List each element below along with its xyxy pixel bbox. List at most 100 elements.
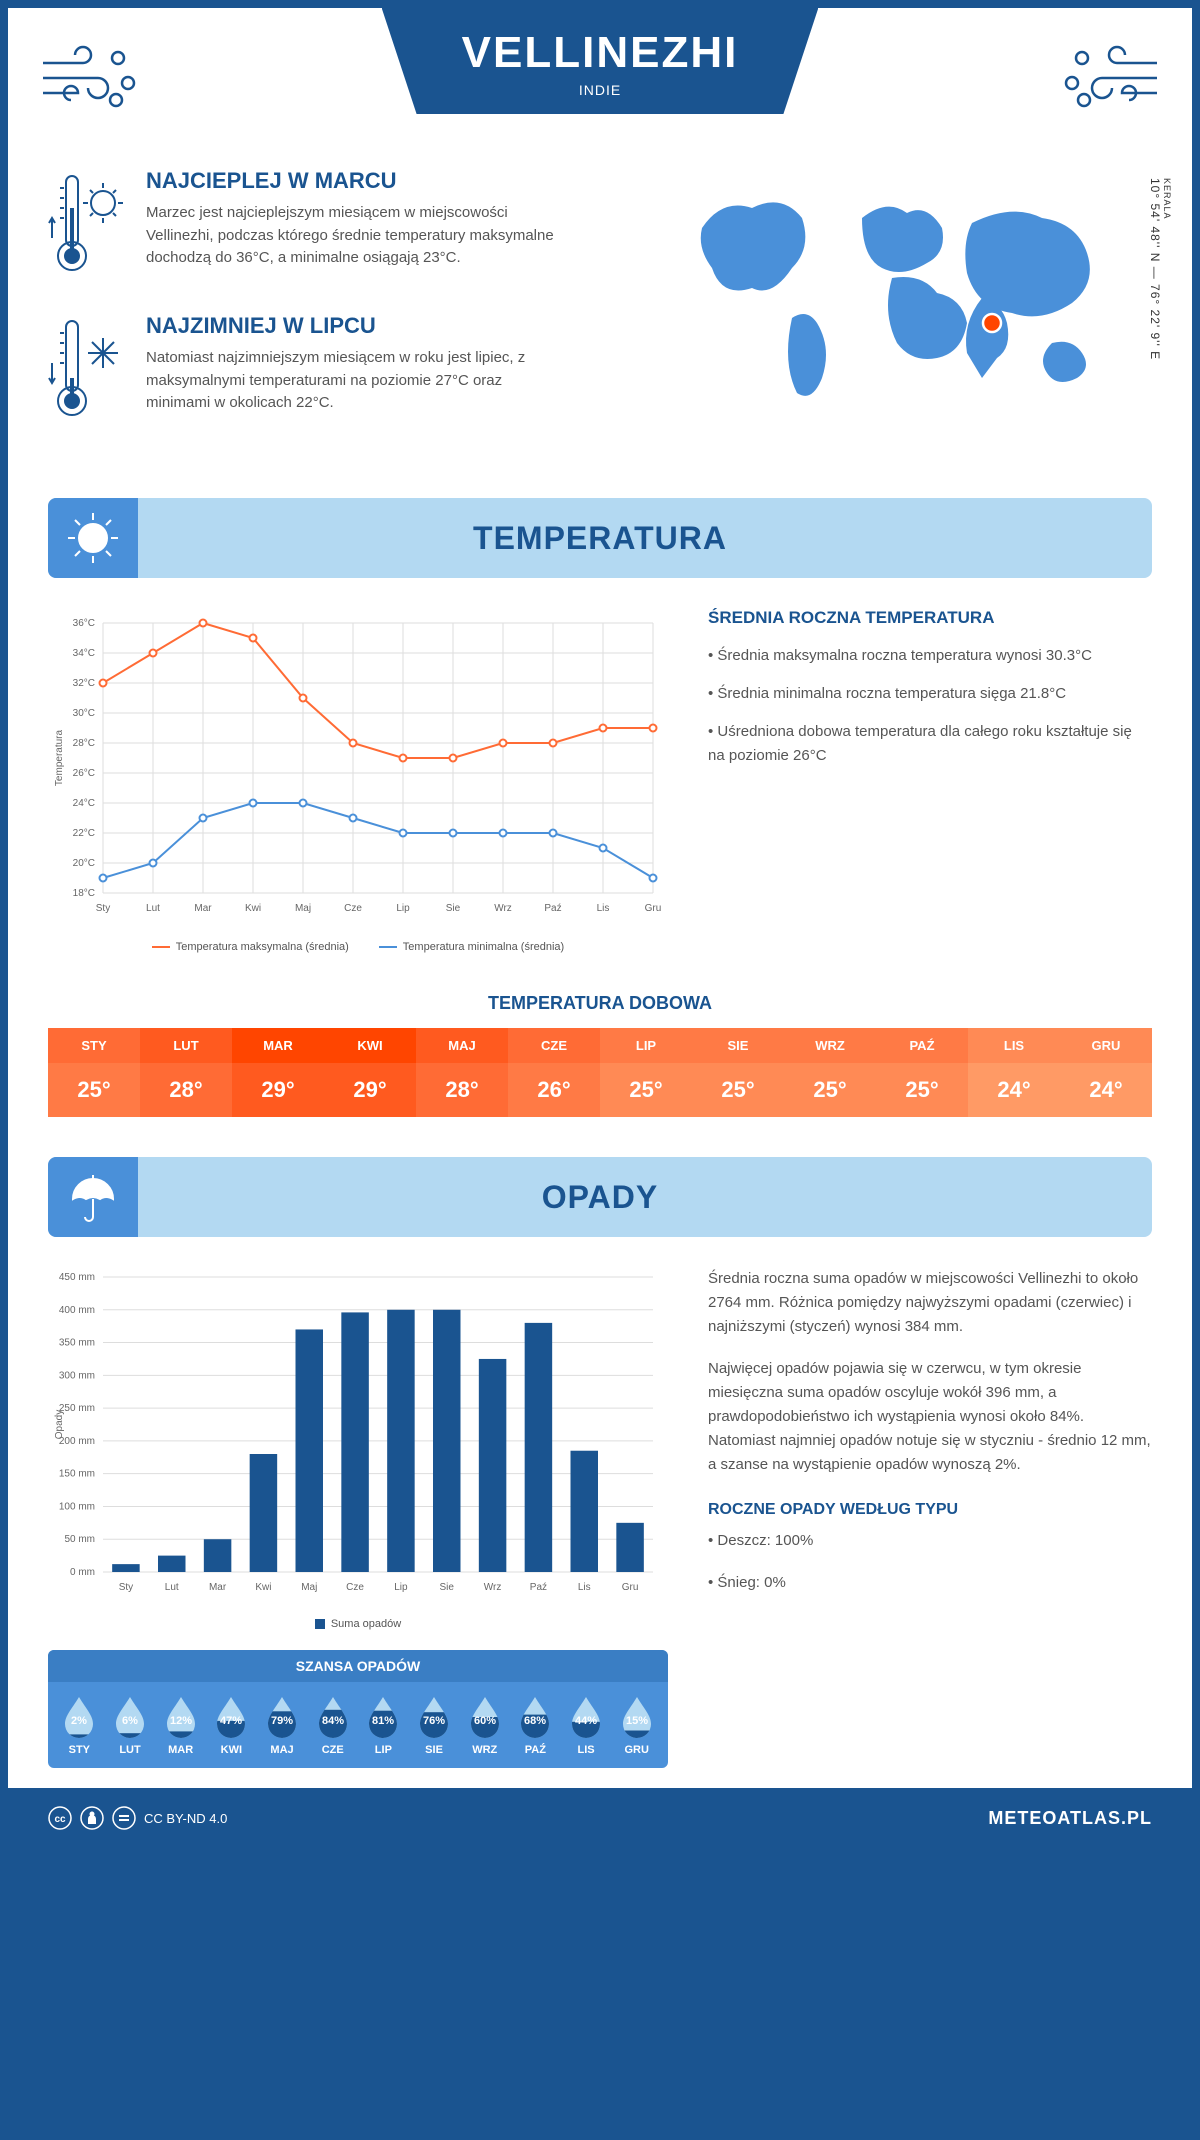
cc-icon: cc bbox=[48, 1806, 72, 1830]
rain-chance-cell: 12% MAR bbox=[155, 1694, 206, 1756]
coldest-text: Natomiast najzimniejszym miesiącem w rok… bbox=[146, 347, 566, 415]
footer: cc CC BY-ND 4.0 METEOATLAS.PL bbox=[8, 1788, 1192, 1848]
rain-chance-cell: 47% KWI bbox=[206, 1694, 257, 1756]
svg-text:Lis: Lis bbox=[597, 903, 610, 914]
precipitation-title: OPADY bbox=[542, 1179, 658, 1216]
temperature-title: TEMPERATURA bbox=[473, 520, 727, 557]
svg-text:34°C: 34°C bbox=[73, 648, 95, 659]
svg-text:26°C: 26°C bbox=[73, 768, 95, 779]
raindrop-icon: 60% bbox=[467, 1694, 503, 1738]
svg-text:Sie: Sie bbox=[446, 903, 461, 914]
precipitation-left-column: 0 mm50 mm100 mm150 mm200 mm250 mm300 mm3… bbox=[48, 1267, 668, 1768]
svg-text:Kwi: Kwi bbox=[255, 1582, 271, 1593]
daily-temp-title: TEMPERATURA DOBOWA bbox=[8, 993, 1192, 1014]
precipitation-info: Średnia roczna suma opadów w miejscowośc… bbox=[708, 1267, 1152, 1768]
svg-text:Sty: Sty bbox=[96, 903, 110, 914]
svg-text:Paź: Paź bbox=[530, 1582, 547, 1593]
precip-paragraph: Średnia roczna suma opadów w miejscowośc… bbox=[708, 1267, 1152, 1339]
raindrop-icon: 12% bbox=[163, 1694, 199, 1738]
svg-text:22°C: 22°C bbox=[73, 828, 95, 839]
svg-text:Lut: Lut bbox=[165, 1582, 179, 1593]
license: cc CC BY-ND 4.0 bbox=[48, 1806, 227, 1830]
rain-chance-cell: 79% MAJ bbox=[257, 1694, 308, 1756]
precip-snow-pct: • Śnieg: 0% bbox=[708, 1571, 1152, 1595]
daily-temp-cell: KWI 29° bbox=[324, 1028, 416, 1117]
svg-text:Kwi: Kwi bbox=[245, 903, 261, 914]
svg-text:450 mm: 450 mm bbox=[59, 1272, 95, 1283]
by-icon bbox=[80, 1806, 104, 1830]
svg-text:Gru: Gru bbox=[645, 903, 662, 914]
temp-info-bullet: • Średnia maksymalna roczna temperatura … bbox=[708, 644, 1152, 668]
svg-text:20°C: 20°C bbox=[73, 858, 95, 869]
city-title: VELLINEZHI bbox=[462, 28, 739, 78]
raindrop-icon: 84% bbox=[315, 1694, 351, 1738]
intro-section: NAJCIEPLEJ W MARCU Marzec jest najcieple… bbox=[8, 148, 1192, 488]
svg-text:76%: 76% bbox=[423, 1715, 445, 1727]
rain-chance-cell: 84% CZE bbox=[307, 1694, 358, 1756]
raindrop-icon: 79% bbox=[264, 1694, 300, 1738]
svg-text:Wrz: Wrz bbox=[494, 903, 512, 914]
svg-text:Maj: Maj bbox=[301, 1582, 317, 1593]
daily-temp-cell: LUT 28° bbox=[140, 1028, 232, 1117]
daily-temp-cell: CZE 26° bbox=[508, 1028, 600, 1117]
raindrop-icon: 47% bbox=[213, 1694, 249, 1738]
coldest-title: NAJZIMNIEJ W LIPCU bbox=[146, 313, 566, 339]
svg-text:79%: 79% bbox=[271, 1715, 293, 1727]
temperature-line-chart: 18°C20°C22°C24°C26°C28°C30°C32°C34°C36°C… bbox=[48, 608, 668, 953]
intro-text-column: NAJCIEPLEJ W MARCU Marzec jest najcieple… bbox=[48, 168, 642, 458]
warmest-title: NAJCIEPLEJ W MARCU bbox=[146, 168, 566, 194]
daily-temp-cell: GRU 24° bbox=[1060, 1028, 1152, 1117]
svg-text:Sie: Sie bbox=[440, 1582, 455, 1593]
svg-text:Temperatura: Temperatura bbox=[54, 729, 65, 786]
precip-rain-pct: • Deszcz: 100% bbox=[708, 1529, 1152, 1553]
thermometer-snow-icon bbox=[48, 313, 128, 428]
svg-text:44%: 44% bbox=[575, 1715, 597, 1727]
rain-chance-box: SZANSA OPADÓW 2% STY 6% bbox=[48, 1650, 668, 1768]
umbrella-icon bbox=[48, 1157, 138, 1237]
svg-text:150 mm: 150 mm bbox=[59, 1469, 95, 1480]
svg-text:50 mm: 50 mm bbox=[64, 1534, 95, 1545]
svg-text:Cze: Cze bbox=[344, 903, 362, 914]
svg-text:47%: 47% bbox=[220, 1715, 242, 1727]
raindrop-icon: 81% bbox=[365, 1694, 401, 1738]
svg-text:6%: 6% bbox=[122, 1715, 138, 1727]
raindrop-icon: 2% bbox=[61, 1694, 97, 1738]
warmest-block: NAJCIEPLEJ W MARCU Marzec jest najcieple… bbox=[48, 168, 642, 283]
rain-chance-cell: 15% GRU bbox=[611, 1694, 662, 1756]
svg-text:81%: 81% bbox=[372, 1715, 394, 1727]
rain-chance-cell: 81% LIP bbox=[358, 1694, 409, 1756]
header: VELLINEZHI INDIE bbox=[8, 8, 1192, 148]
precipitation-body: 0 mm50 mm100 mm150 mm200 mm250 mm300 mm3… bbox=[8, 1247, 1192, 1788]
daily-temp-cell: PAŹ 25° bbox=[876, 1028, 968, 1117]
svg-text:Wrz: Wrz bbox=[484, 1582, 502, 1593]
rain-chance-cell: 76% SIE bbox=[409, 1694, 460, 1756]
svg-text:Lip: Lip bbox=[396, 903, 410, 914]
precipitation-bar-chart: 0 mm50 mm100 mm150 mm200 mm250 mm300 mm3… bbox=[48, 1267, 668, 1607]
raindrop-icon: 68% bbox=[517, 1694, 553, 1738]
svg-text:36°C: 36°C bbox=[73, 618, 95, 629]
daily-temp-table: STY 25° LUT 28° MAR 29° KWI 29° MAJ 28° … bbox=[48, 1028, 1152, 1117]
temperature-section-header: TEMPERATURA bbox=[48, 498, 1152, 578]
raindrop-icon: 15% bbox=[619, 1694, 655, 1738]
daily-temp-cell: SIE 25° bbox=[692, 1028, 784, 1117]
site-name: METEOATLAS.PL bbox=[988, 1808, 1152, 1829]
svg-text:60%: 60% bbox=[474, 1715, 496, 1727]
temp-info-bullet: • Średnia minimalna roczna temperatura s… bbox=[708, 682, 1152, 706]
svg-text:0 mm: 0 mm bbox=[70, 1567, 95, 1578]
svg-text:84%: 84% bbox=[322, 1715, 344, 1727]
wind-icon bbox=[1052, 38, 1162, 123]
svg-text:350 mm: 350 mm bbox=[59, 1338, 95, 1349]
svg-text:32°C: 32°C bbox=[73, 678, 95, 689]
raindrop-icon: 76% bbox=[416, 1694, 452, 1738]
svg-text:300 mm: 300 mm bbox=[59, 1370, 95, 1381]
warmest-text: Marzec jest najcieplejszym miesiącem w m… bbox=[146, 202, 566, 270]
svg-text:cc: cc bbox=[54, 1814, 66, 1825]
svg-text:Sty: Sty bbox=[119, 1582, 133, 1593]
rain-chance-cell: 6% LUT bbox=[105, 1694, 156, 1756]
sun-icon bbox=[48, 498, 138, 578]
svg-text:Mar: Mar bbox=[209, 1582, 227, 1593]
raindrop-icon: 44% bbox=[568, 1694, 604, 1738]
nd-icon bbox=[112, 1806, 136, 1830]
thermometer-sun-icon bbox=[48, 168, 128, 283]
svg-text:2%: 2% bbox=[71, 1715, 87, 1727]
